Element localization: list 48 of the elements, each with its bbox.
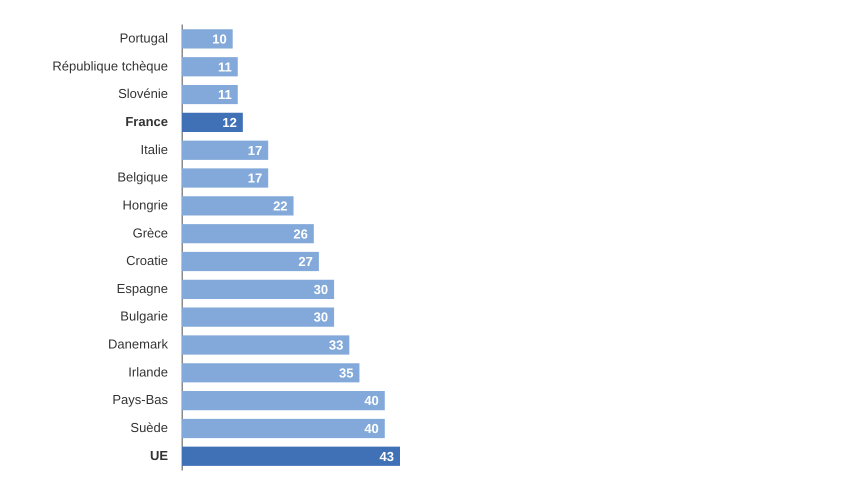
bar	[182, 308, 334, 327]
data-label: 43	[380, 448, 394, 464]
y-tick-label: Bulgarie	[120, 308, 168, 324]
y-tick-label: Suède	[130, 420, 168, 436]
data-label: 22	[273, 198, 288, 214]
bar	[182, 140, 268, 160]
y-tick-label: Belgique	[117, 170, 168, 185]
bar	[182, 418, 385, 438]
bar	[182, 29, 233, 49]
bar	[182, 196, 294, 216]
y-tick-label: Croatie	[126, 253, 168, 268]
y-tick-label: Irlande	[128, 364, 168, 380]
data-label: 40	[364, 421, 379, 436]
y-tick-label: Portugal	[120, 30, 168, 46]
y-tick-label: Danemark	[108, 336, 168, 352]
y-tick-label: Espagne	[116, 280, 168, 296]
y-tick-label: Grèce	[132, 225, 168, 240]
bar	[182, 168, 268, 188]
data-label: 10	[212, 31, 227, 46]
bar	[182, 335, 350, 355]
y-tick-label: France	[125, 114, 168, 129]
data-label: 11	[218, 59, 232, 74]
y-tick-label: Pays-Bas	[112, 392, 168, 408]
data-label: 40	[364, 393, 379, 408]
bar	[182, 391, 385, 410]
bar	[182, 252, 319, 272]
data-label: 26	[293, 226, 308, 242]
bar	[182, 112, 243, 132]
data-label: 17	[248, 142, 262, 158]
bar	[182, 57, 238, 76]
bar	[182, 280, 334, 299]
y-tick-label: Hongrie	[122, 197, 168, 212]
y-tick-label: UE	[150, 448, 168, 463]
data-label: 11	[218, 87, 232, 102]
data-label: 17	[248, 170, 262, 186]
data-label: 33	[328, 338, 344, 353]
y-tick-label: Slovénie	[118, 86, 168, 102]
y-tick-label: République tchèque	[52, 58, 168, 74]
bar	[182, 224, 314, 244]
data-label: 27	[298, 254, 313, 270]
data-label: 30	[314, 310, 328, 325]
y-tick-label: Italie	[140, 142, 168, 157]
data-label: 12	[222, 114, 237, 130]
bar	[182, 363, 360, 382]
data-label: 30	[314, 282, 328, 297]
data-label: 35	[338, 365, 354, 380]
bar	[182, 84, 238, 104]
bar	[182, 446, 400, 466]
